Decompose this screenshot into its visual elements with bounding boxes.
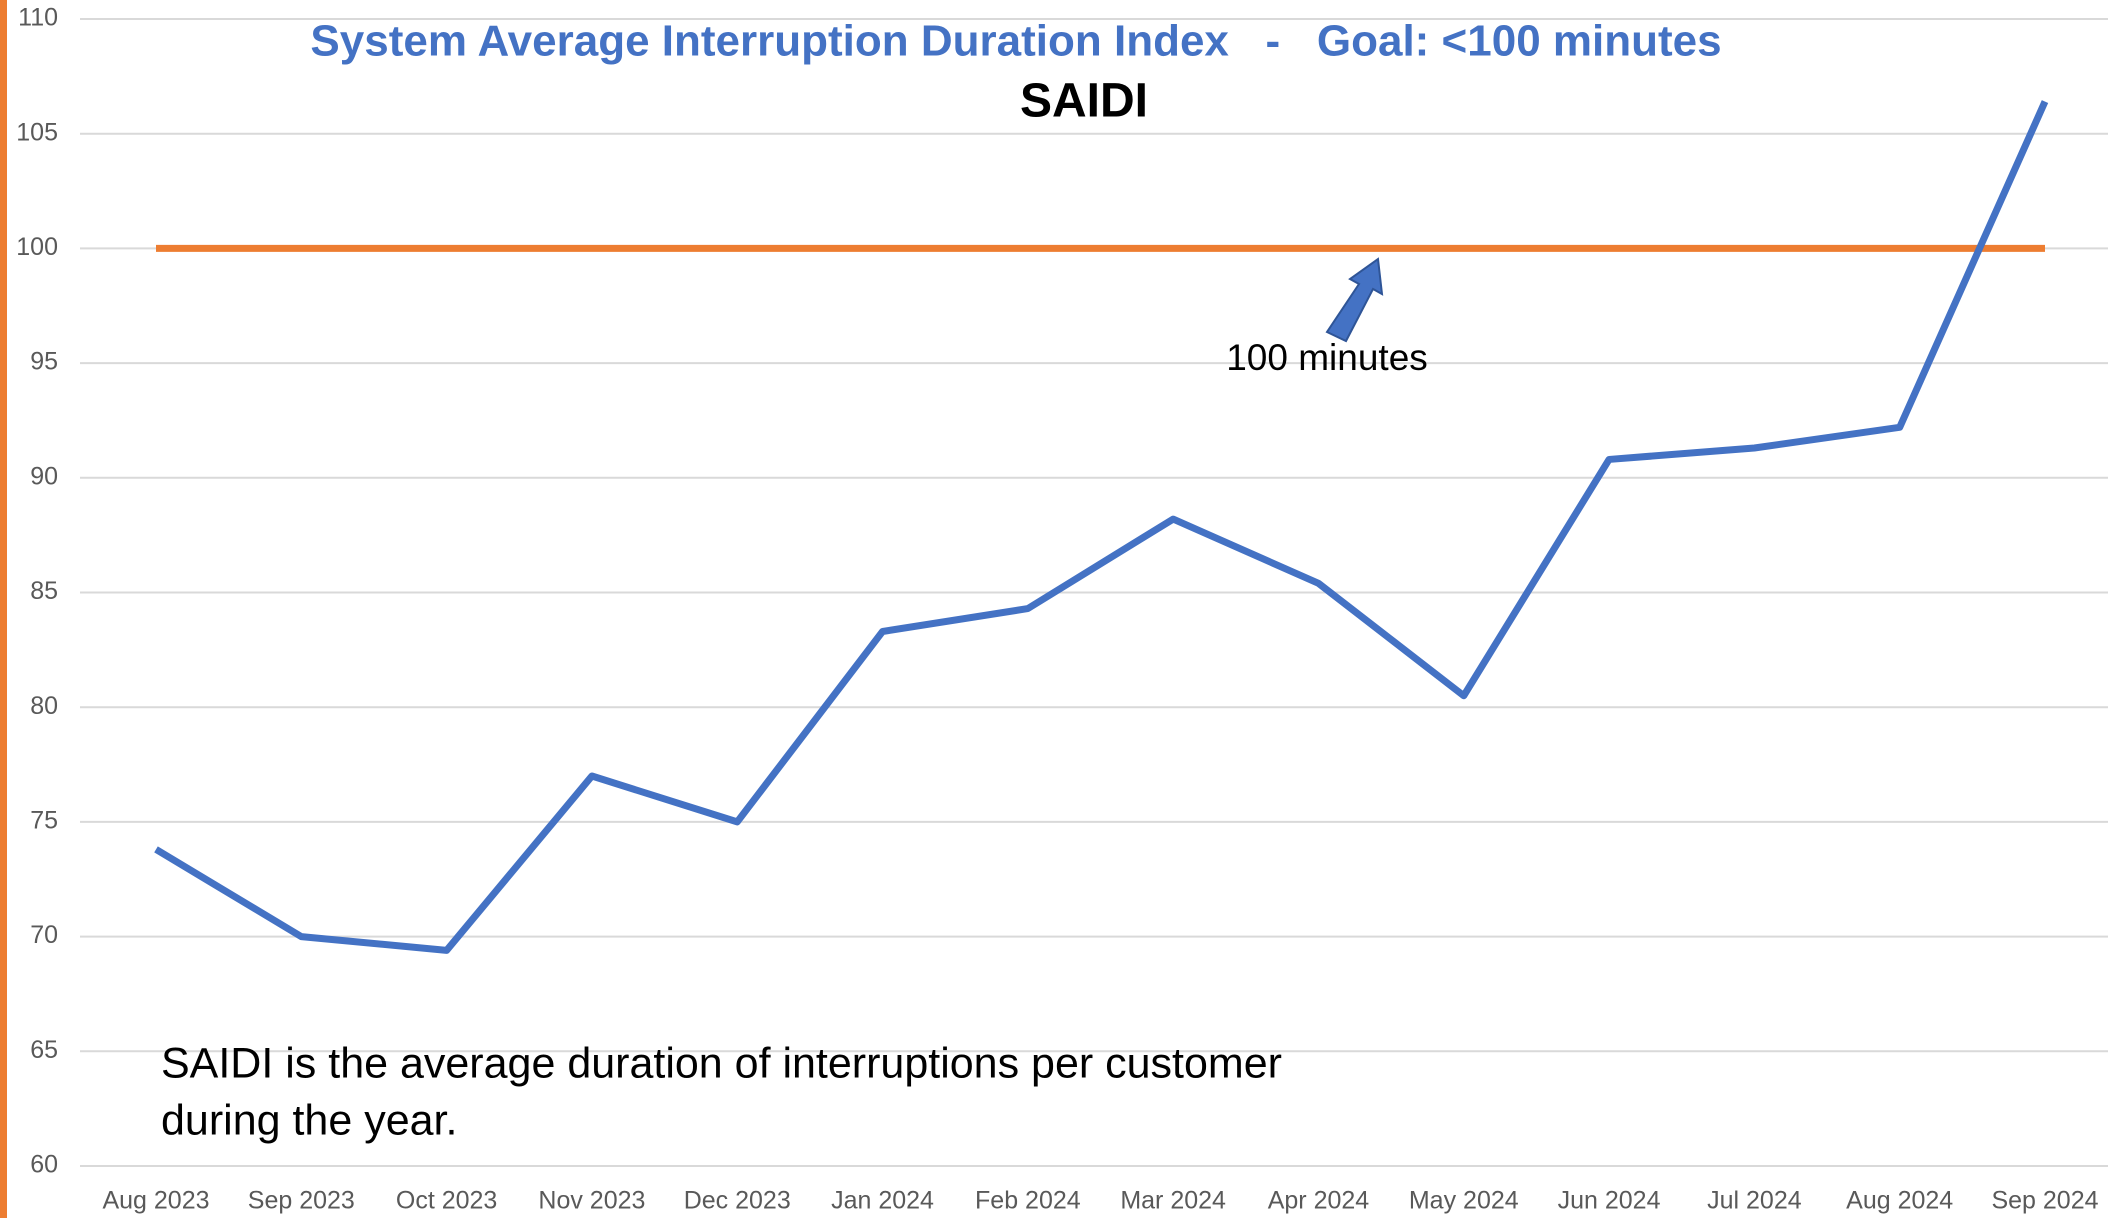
y-tick-label: 70 bbox=[30, 921, 58, 949]
y-tick-label: 110 bbox=[18, 4, 58, 32]
x-tick-label: Feb 2024 bbox=[975, 1187, 1081, 1215]
x-tick-label: Mar 2024 bbox=[1120, 1187, 1226, 1215]
y-tick-label: 80 bbox=[30, 692, 58, 720]
left-accent-bar bbox=[0, 0, 7, 1218]
y-tick-label: 75 bbox=[30, 807, 58, 835]
note-text: during the year. bbox=[161, 1096, 457, 1144]
x-tick-label: Jan 2024 bbox=[831, 1187, 934, 1215]
data-line bbox=[154, 100, 2049, 954]
x-tick-label: Apr 2024 bbox=[1268, 1187, 1370, 1215]
y-tick-label: 100 bbox=[16, 233, 58, 261]
x-tick-label: Sep 2024 bbox=[1991, 1187, 2098, 1215]
y-tick-label: 85 bbox=[30, 577, 58, 605]
y-tick-label: 90 bbox=[30, 462, 58, 490]
x-tick-label: May 2024 bbox=[1409, 1187, 1519, 1215]
note-text: SAIDI is the average duration of interru… bbox=[161, 1039, 1282, 1087]
x-tick-label: Aug 2024 bbox=[1846, 1187, 1953, 1215]
chart-title: System Average Interruption Duration Ind… bbox=[310, 17, 1721, 66]
annotation-arrow bbox=[1325, 257, 1384, 343]
y-tick-label: 105 bbox=[16, 118, 58, 146]
x-tick-label: Oct 2023 bbox=[396, 1187, 497, 1215]
chart-subtitle: SAIDI bbox=[1020, 75, 1148, 128]
x-tick-label: Sep 2023 bbox=[248, 1187, 355, 1215]
x-tick-label: Nov 2023 bbox=[538, 1187, 645, 1215]
x-tick-label: Dec 2023 bbox=[684, 1187, 791, 1215]
y-tick-label: 65 bbox=[30, 1036, 58, 1064]
y-tick-label: 60 bbox=[30, 1151, 58, 1179]
x-tick-label: Aug 2023 bbox=[102, 1187, 209, 1215]
x-tick-label: Jul 2024 bbox=[1707, 1187, 1802, 1215]
y-tick-label: 95 bbox=[30, 348, 58, 376]
x-tick-label: Jun 2024 bbox=[1558, 1187, 1661, 1215]
annotation: 100 minutes bbox=[1226, 337, 1428, 378]
